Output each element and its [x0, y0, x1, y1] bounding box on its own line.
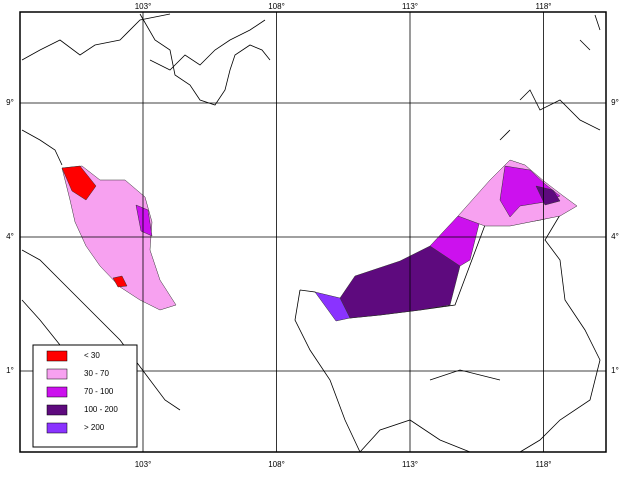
legend-items: < 30 30 - 70 70 - 100 100 - 200 > 200 [46, 350, 118, 434]
legend-swatch [46, 386, 68, 398]
lon-label-top: 108° [268, 2, 285, 11]
regions [61, 159, 578, 322]
lat-label-right: 4° [611, 232, 619, 241]
legend-swatch [46, 404, 68, 416]
lat-label-right: 9° [611, 98, 619, 107]
legend-swatch [46, 350, 68, 362]
region-lt-30 [61, 165, 97, 201]
coastline [21, 13, 271, 106]
lon-label-bottom: 108° [268, 460, 285, 469]
legend-swatch [46, 368, 68, 380]
region-gt-200 [314, 291, 351, 322]
lon-label-top: 113° [402, 2, 418, 11]
lat-label-left: 9° [6, 98, 14, 107]
legend-label: 100 - 200 [84, 405, 118, 414]
region-lt-30 [112, 275, 128, 288]
legend-label: > 200 [84, 423, 105, 432]
lat-label-right: 1° [611, 366, 619, 375]
legend-label: 70 - 100 [84, 387, 114, 396]
legend-swatch [46, 422, 68, 434]
region-70-100 [429, 215, 481, 267]
legend-label: 30 - 70 [84, 369, 109, 378]
lon-label-top: 118° [536, 2, 552, 11]
region-70-100 [135, 204, 153, 237]
lon-label-bottom: 113° [402, 460, 418, 469]
coastline [21, 129, 181, 411]
lon-label-top: 103° [135, 2, 152, 11]
lat-label-left: 4° [6, 232, 14, 241]
legend: < 30 30 - 70 70 - 100 100 - 200 > 200 [32, 344, 138, 448]
region-100-200 [339, 245, 461, 319]
region-100-200 [535, 185, 561, 206]
lon-label-bottom: 103° [135, 460, 152, 469]
region-30-70 [61, 165, 177, 311]
lon-label-bottom: 118° [536, 460, 552, 469]
lat-label-left: 1° [6, 366, 14, 375]
legend-label: < 30 [84, 351, 100, 360]
